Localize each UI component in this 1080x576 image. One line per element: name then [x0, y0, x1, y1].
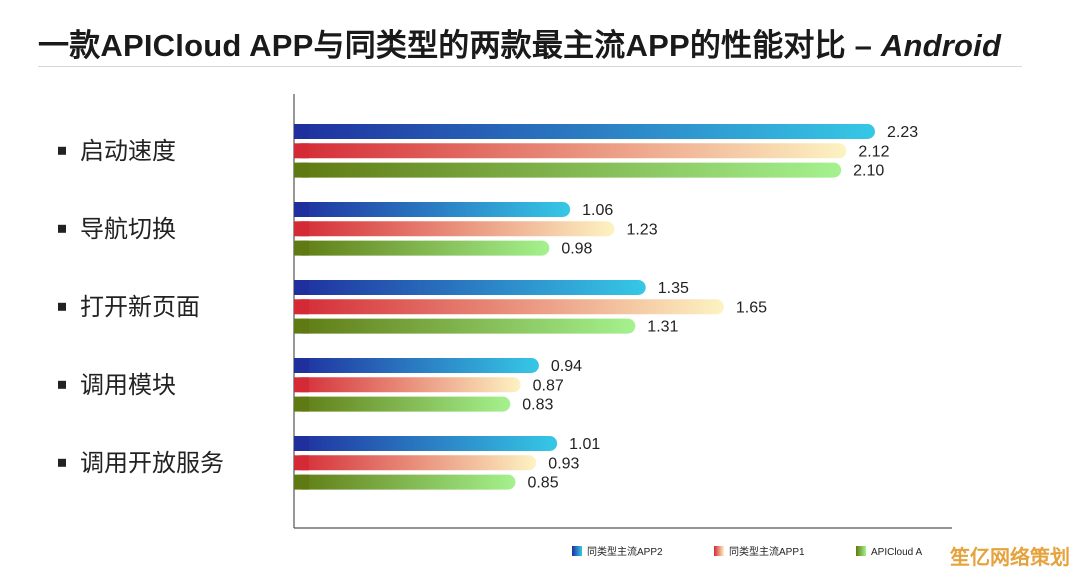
category-bullet — [58, 224, 66, 233]
bar — [294, 202, 571, 217]
category-label: 调用开放服务 — [80, 450, 224, 477]
category-bullet — [58, 146, 66, 155]
bar — [294, 377, 521, 393]
bar-base — [294, 162, 309, 178]
bar-base — [294, 436, 309, 451]
value-label: 0.94 — [551, 358, 582, 375]
bar-base — [294, 202, 309, 217]
value-label: 0.98 — [561, 241, 592, 258]
category-bullet — [58, 458, 66, 467]
value-label: 1.35 — [658, 280, 689, 297]
bar-base — [294, 299, 309, 315]
legend-swatch — [572, 546, 582, 556]
value-label: 1.65 — [736, 299, 767, 316]
bar-base — [294, 280, 309, 295]
bar-base — [294, 124, 309, 139]
title-divider — [38, 66, 1022, 67]
category-bullet — [58, 302, 66, 311]
chart-title: 一款APICloud APP与同类型的两款最主流APP的性能对比 – Andro… — [38, 28, 1002, 63]
value-label: 2.10 — [853, 163, 884, 180]
value-label: 2.23 — [887, 124, 918, 141]
bar — [294, 436, 558, 451]
value-label: 1.31 — [647, 319, 678, 336]
bar — [294, 455, 537, 471]
bar — [294, 299, 724, 315]
bar — [294, 318, 636, 334]
bar — [294, 280, 646, 295]
value-label: 2.12 — [858, 143, 889, 160]
chart-title-platform: Android — [880, 28, 1002, 63]
bar-base — [294, 474, 309, 490]
bar-base — [294, 240, 309, 256]
category-label: 打开新页面 — [80, 294, 200, 321]
bar — [294, 124, 875, 139]
bar — [294, 396, 511, 412]
bar — [294, 221, 615, 237]
legend-label: APICloud A — [871, 547, 922, 558]
category-label: 调用模块 — [80, 372, 176, 399]
value-label: 1.06 — [582, 202, 613, 219]
legend-label: 同类型主流APP1 — [729, 545, 805, 558]
category-label: 导航切换 — [80, 216, 176, 243]
category-label: 启动速度 — [80, 138, 176, 165]
legend-label: 同类型主流APP2 — [587, 545, 663, 558]
bar-base — [294, 396, 309, 412]
value-label: 1.01 — [569, 436, 600, 453]
value-label: 1.23 — [626, 221, 657, 238]
bar — [294, 358, 539, 373]
bar-base — [294, 221, 309, 237]
bar-base — [294, 143, 309, 159]
bar-base — [294, 377, 309, 393]
value-label: 0.93 — [548, 455, 579, 472]
bar — [294, 162, 842, 178]
legend-swatch — [856, 546, 866, 556]
bar — [294, 143, 847, 159]
value-label: 0.83 — [522, 397, 553, 414]
bar — [294, 240, 550, 256]
bar-base — [294, 358, 309, 373]
value-label: 0.87 — [533, 377, 564, 394]
watermark: 笙亿网络策划 — [950, 547, 1070, 569]
bar — [294, 474, 516, 490]
category-bullet — [58, 380, 66, 389]
bar-base — [294, 318, 309, 334]
value-label: 0.85 — [527, 475, 558, 492]
bar-base — [294, 455, 309, 471]
legend-swatch — [714, 546, 724, 556]
